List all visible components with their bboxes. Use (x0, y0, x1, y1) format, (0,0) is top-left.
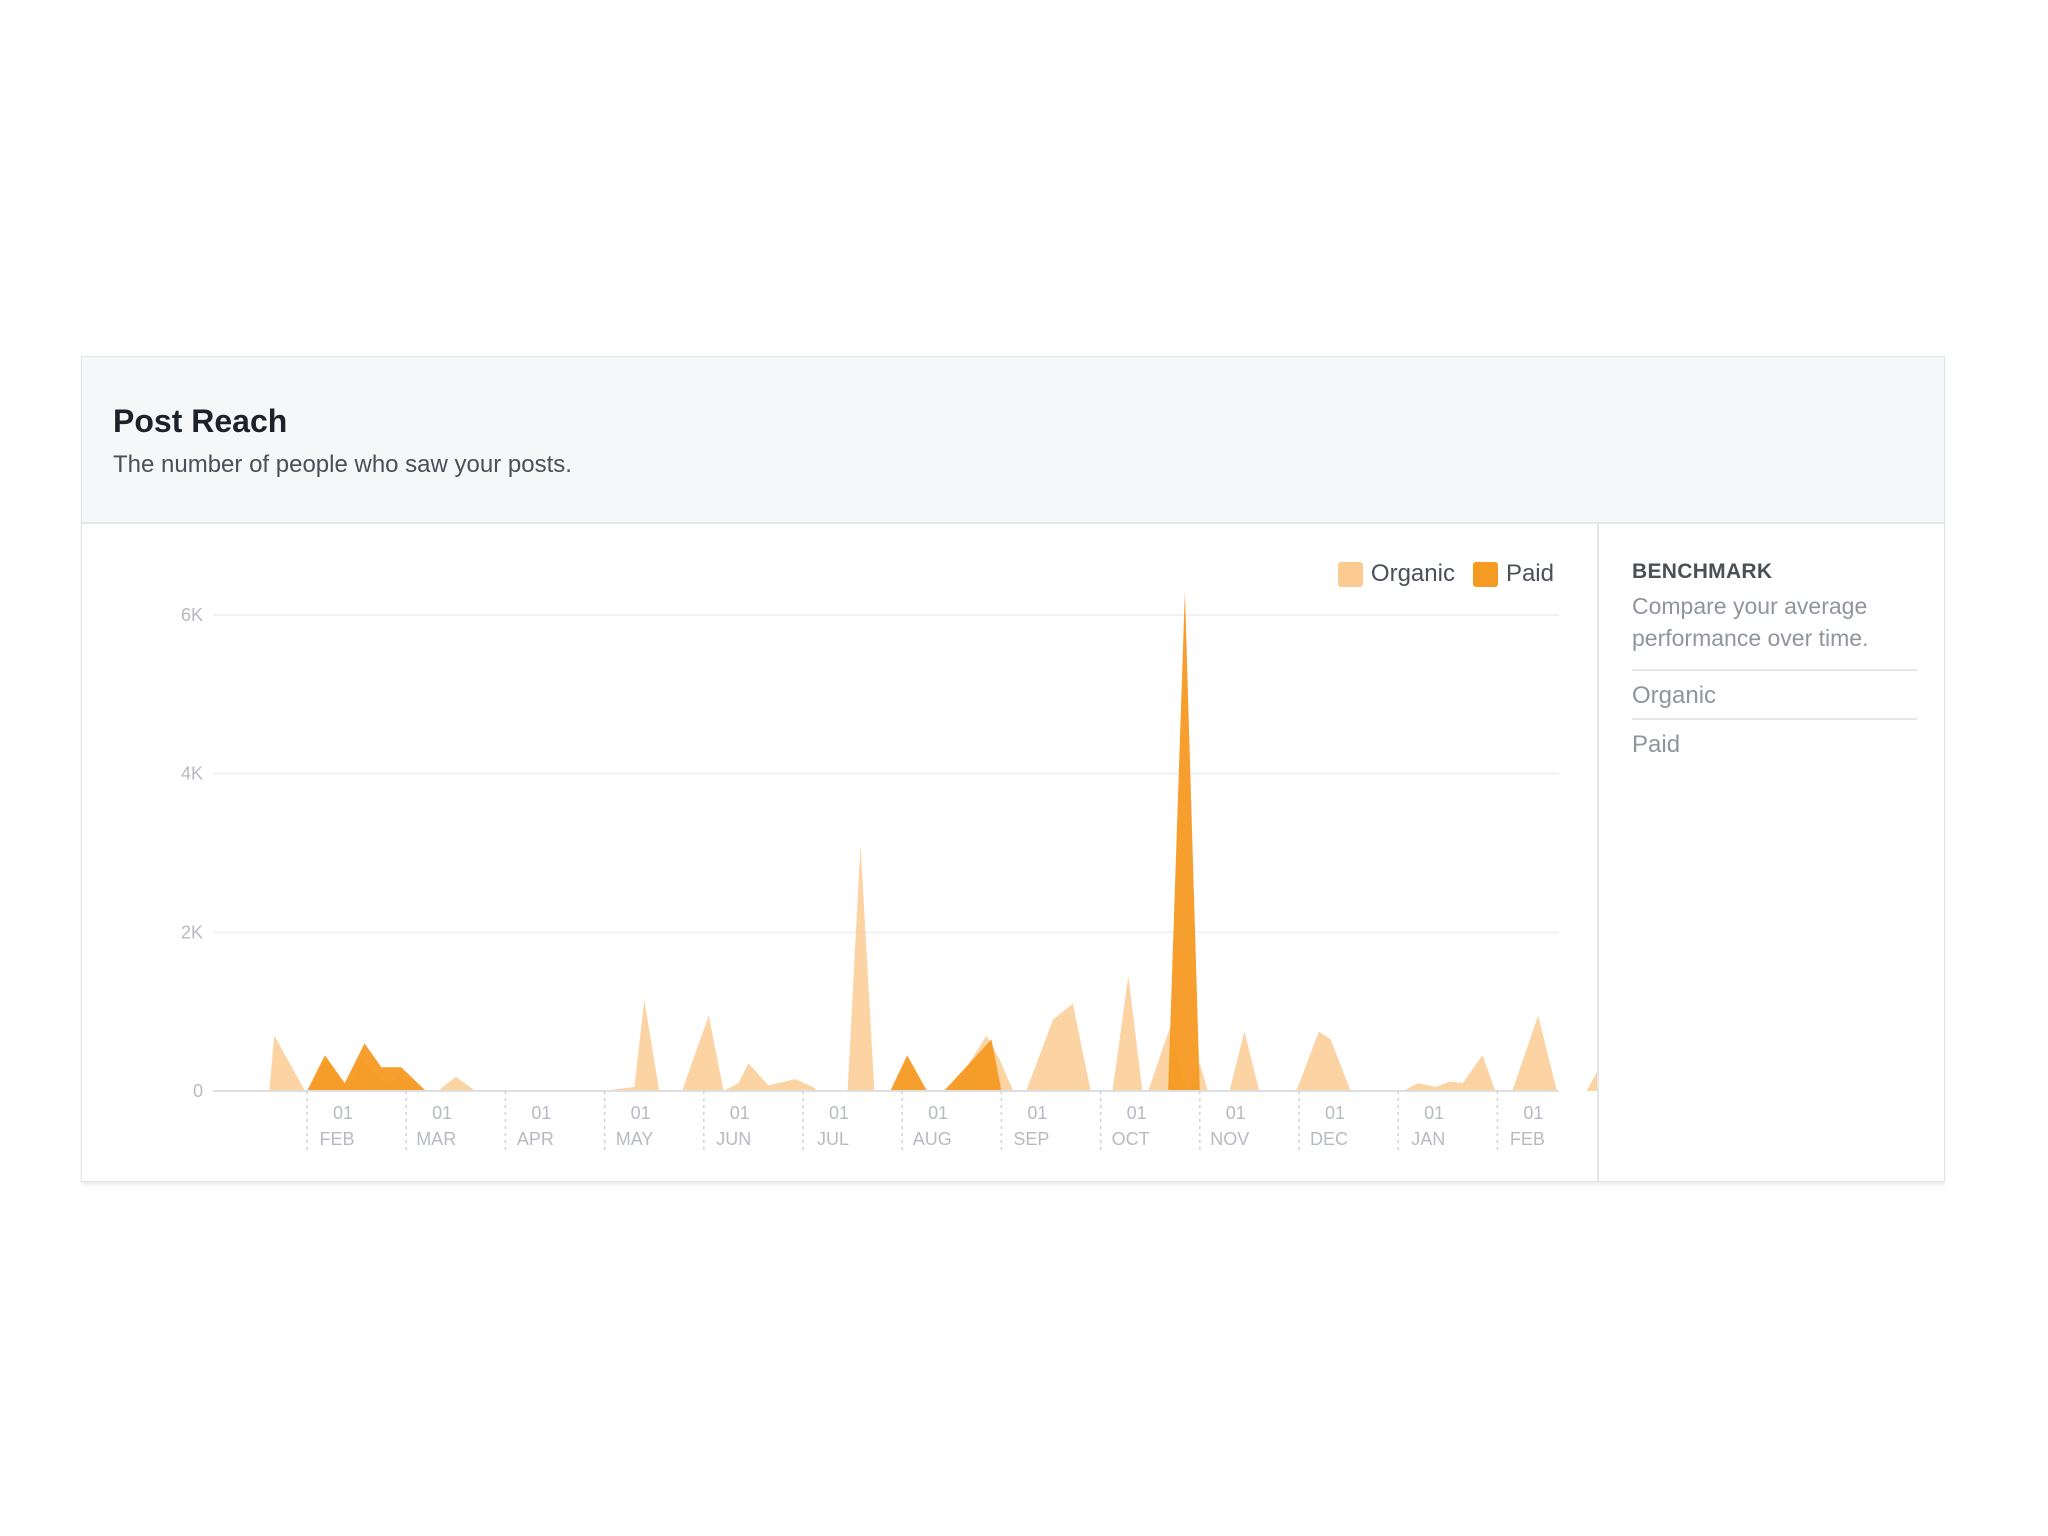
benchmark-panel: BENCHMARK Compare your average performan… (1599, 524, 1944, 1181)
legend-item-organic[interactable]: Organic (1337, 560, 1455, 588)
x-tick-month-label: MAY (616, 1129, 654, 1149)
legend-swatch-paid (1472, 561, 1498, 587)
x-tick-day-label: 01 (1424, 1103, 1444, 1123)
x-tick-month-label: NOV (1210, 1129, 1249, 1149)
x-tick-day-label: 01 (531, 1103, 551, 1123)
x-tick-day-label: 01 (1127, 1103, 1147, 1123)
y-tick-label: 0 (193, 1081, 203, 1101)
post-reach-chart: 0 2K 4K 6K 01 FEB 01 MAR 01 APR 01 MAY 01 JUN 01 JUL 01 A… (181, 591, 1597, 1153)
legend-label-organic: Organic (1370, 560, 1455, 587)
legend-item-paid[interactable]: Paid (1472, 560, 1554, 588)
x-tick-month-label: JUN (716, 1129, 751, 1149)
x-tick-month-label: SEP (1013, 1129, 1049, 1149)
legend-label-paid: Paid (1505, 560, 1554, 587)
x-tick-day-label: 01 (432, 1103, 452, 1123)
x-tick-day-label: 01 (333, 1103, 353, 1123)
chart-area: 0 2K 4K 6K 01 FEB 01 MAR 01 APR 01 MAY 01 JUN 01 JUL 01 A… (82, 524, 1597, 1181)
card-header: Post Reach The number of people who saw … (82, 357, 1944, 524)
x-tick-month-label: FEB (319, 1129, 354, 1149)
x-tick-month-label: DEC (1310, 1129, 1348, 1149)
x-tick-day-label: 01 (829, 1103, 849, 1123)
x-tick-month-label: AUG (913, 1129, 952, 1149)
area-series-paid (207, 591, 1597, 1091)
card-subtitle: The number of people who saw your posts. (113, 451, 572, 478)
x-tick-month-label: JAN (1411, 1129, 1445, 1149)
x-tick-month-label: FEB (1510, 1129, 1545, 1149)
x-tick-day-label: 01 (1027, 1103, 1047, 1123)
y-tick-label: 4K (181, 764, 203, 784)
x-tick-day-label: 01 (1325, 1103, 1345, 1123)
legend-swatch-organic (1337, 561, 1363, 587)
area-series-organic (207, 845, 1597, 1091)
x-tick-month-label: APR (517, 1129, 554, 1149)
x-tick-month-label: OCT (1112, 1129, 1150, 1149)
x-tick-day-label: 01 (631, 1103, 651, 1123)
benchmark-title: BENCHMARK (1632, 560, 1773, 583)
card-title: Post Reach (113, 403, 288, 439)
y-tick-label: 6K (181, 605, 203, 625)
x-tick-month-label: JUL (817, 1129, 849, 1149)
benchmark-row-paid[interactable]: Paid (1632, 718, 1917, 767)
chart-legend: Organic Paid (1320, 560, 1554, 588)
x-tick-day-label: 01 (730, 1103, 750, 1123)
x-tick-day-label: 01 (1226, 1103, 1246, 1123)
y-tick-label: 2K (181, 922, 203, 942)
x-tick-day-label: 01 (1523, 1103, 1543, 1123)
benchmark-description: Compare your average performance over ti… (1632, 593, 1869, 651)
post-reach-card: Post Reach The number of people who saw … (81, 356, 1945, 1182)
panel-divider (1597, 524, 1599, 1181)
x-tick-day-label: 01 (928, 1103, 948, 1123)
benchmark-row-organic[interactable]: Organic (1632, 669, 1917, 718)
x-tick-month-label: MAR (416, 1129, 456, 1149)
